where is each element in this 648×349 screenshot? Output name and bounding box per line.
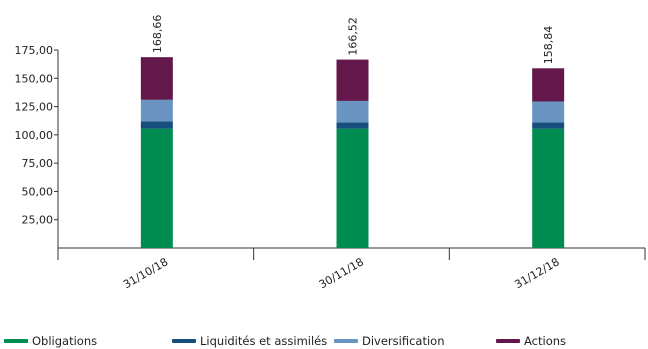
- y-tick-label: 25,00: [22, 214, 54, 227]
- legend-label-actions: Actions: [524, 334, 567, 348]
- x-tick-label: 31/10/18: [121, 255, 170, 291]
- x-axis: 31/10/18 30/11/18 31/12/18: [57, 247, 646, 291]
- legend-item-liquidites: Liquidités et assimilés: [172, 333, 327, 349]
- legend-item-obligations: Obligations: [4, 333, 97, 349]
- y-tick-label: 75,00: [22, 157, 54, 170]
- bar-segment: [336, 128, 369, 248]
- bar-segment: [336, 122, 369, 129]
- y-tick-label: 100,00: [15, 129, 54, 142]
- y-tick-label: 150,00: [15, 72, 54, 85]
- bar-segment: [140, 99, 173, 122]
- bar-segment: [532, 101, 565, 123]
- legend-swatch-obligations: [4, 339, 28, 343]
- bar-segment: [336, 100, 369, 123]
- x-tick-label: 31/12/18: [512, 255, 561, 291]
- data-labels: 168,66 166,52 158,84: [151, 15, 555, 65]
- bars: [140, 57, 565, 248]
- legend-label-obligations: Obligations: [32, 334, 98, 348]
- legend-item-actions: Actions: [496, 333, 566, 349]
- bar-segment: [140, 121, 173, 129]
- bar-segment: [532, 128, 565, 248]
- bar-segment: [140, 57, 173, 100]
- legend-swatch-actions: [496, 339, 520, 343]
- legend-label-diversification: Diversification: [362, 334, 445, 348]
- y-tick-label: 175,00: [15, 44, 54, 57]
- y-tick-label: 125,00: [15, 101, 54, 114]
- bar-segment: [336, 59, 369, 101]
- legend-swatch-diversification: [334, 339, 358, 343]
- legend-swatch-liquidites: [172, 339, 196, 343]
- total-data-label: 166,52: [347, 17, 360, 56]
- bar-segment: [532, 68, 565, 102]
- total-data-label: 158,84: [542, 26, 555, 65]
- legend-item-diversification: Diversification: [334, 333, 445, 349]
- y-axis: 25,00 50,00 75,00 100,00 125,00 150,00 175,00: [15, 44, 59, 248]
- x-tick-label: 30/11/18: [317, 255, 366, 291]
- bar-segment: [532, 122, 565, 129]
- legend-label-liquidites: Liquidités et assimilés: [200, 334, 328, 348]
- bar-segment: [140, 128, 173, 248]
- total-data-label: 168,66: [151, 15, 164, 54]
- legend: Obligations Liquidités et assimilés Dive…: [0, 333, 648, 349]
- y-tick-label: 50,00: [22, 185, 54, 198]
